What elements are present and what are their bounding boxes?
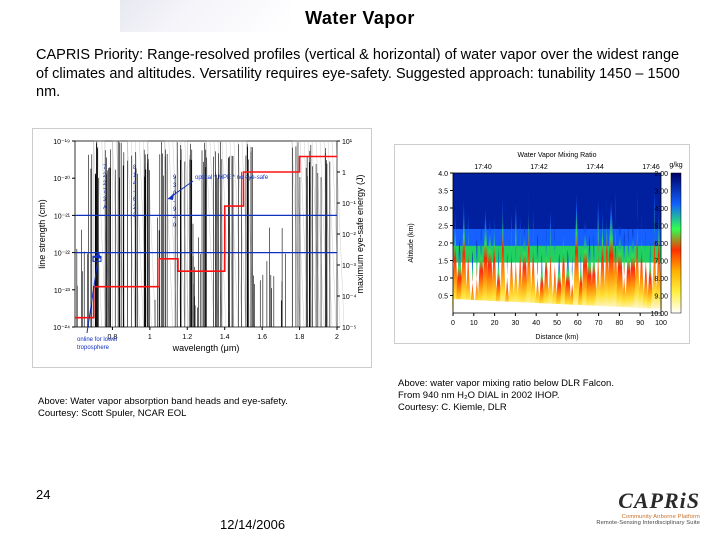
svg-text:Altitude (km): Altitude (km) — [408, 223, 415, 262]
figure-right-heatmap: Water Vapor Mixing Ratio 0 10 20 30 40 50 60 70 8… — [394, 144, 690, 344]
svg-text:optical * MPE * no eye-safe: optical * MPE * no eye-safe — [195, 175, 269, 181]
svg-text:20: 20 — [491, 320, 499, 327]
svg-text:maximum eye-safe energy (J): maximum eye-safe energy (J) — [355, 174, 365, 293]
svg-text:10⁻²⁴: 10⁻²⁴ — [53, 325, 70, 332]
heatmap-plot-svg: Water Vapor Mixing Ratio 0 10 20 30 40 50 60 70 8… — [395, 145, 691, 345]
svg-text:17:46: 17:46 — [642, 164, 660, 171]
svg-text:2: 2 — [335, 334, 339, 341]
svg-text:1.2: 1.2 — [182, 334, 192, 341]
capris-logo: CAPRiS Community Airborne Platform Remot… — [596, 488, 700, 526]
svg-text:online for lower: online for lower — [77, 337, 118, 343]
svg-text:2.5: 2.5 — [438, 224, 448, 231]
svg-text:3.0: 3.0 — [438, 206, 448, 213]
svg-text:troposphere: troposphere — [77, 345, 110, 351]
svg-text:A: A — [103, 205, 107, 211]
logo-wordmark: CAPRiS — [596, 488, 700, 514]
svg-text:60: 60 — [574, 320, 582, 327]
svg-text:2.00: 2.00 — [654, 171, 668, 178]
svg-text:100: 100 — [655, 320, 667, 327]
svg-text:10⁻²⁰: 10⁻²⁰ — [53, 175, 70, 183]
svg-text:1: 1 — [148, 334, 152, 341]
figure-left-spectrum: 0.811.21.41.61.82wavelength (μm)10⁻²⁴10⁻… — [32, 128, 372, 368]
svg-text:Distance (km): Distance (km) — [535, 334, 578, 341]
svg-text:10⁻⁵: 10⁻⁵ — [342, 325, 356, 332]
svg-text:4.0: 4.0 — [438, 171, 448, 178]
svg-text:1.4: 1.4 — [220, 334, 230, 341]
svg-text:80: 80 — [616, 320, 624, 327]
svg-text:6.00: 6.00 — [654, 241, 668, 248]
svg-text:10: 10 — [470, 320, 478, 327]
svg-text:0.5: 0.5 — [438, 294, 448, 301]
svg-text:line strength (cm): line strength (cm) — [37, 199, 47, 269]
svg-text:10¹: 10¹ — [342, 139, 353, 146]
svg-text:10⁻²²: 10⁻²² — [54, 251, 71, 258]
svg-text:50: 50 — [553, 320, 561, 327]
svg-text:1.6: 1.6 — [257, 334, 267, 341]
caption-right-text: Above: water vapor mixing ratio below DL… — [398, 378, 614, 413]
svg-text:10⁻²¹: 10⁻²¹ — [54, 213, 71, 220]
caption-right: Above: water vapor mixing ratio below DL… — [398, 378, 694, 414]
svg-text:10⁻²³: 10⁻²³ — [54, 288, 71, 295]
svg-text:Water Vapor Mixing Ratio: Water Vapor Mixing Ratio — [518, 152, 597, 159]
slide-date: 12/14/2006 — [220, 517, 285, 532]
svg-text:2.0: 2.0 — [438, 241, 448, 248]
svg-text:90: 90 — [636, 320, 644, 327]
logo-sub-b: Remote-Sensing Interdisciplinary Suite — [596, 520, 700, 526]
svg-text:4.00: 4.00 — [654, 206, 668, 213]
svg-text:8.00: 8.00 — [654, 276, 668, 283]
svg-text:30: 30 — [512, 320, 520, 327]
svg-text:g/kg: g/kg — [669, 162, 682, 169]
svg-text:10⁻¹⁹: 10⁻¹⁹ — [53, 139, 70, 146]
logo-subtitle: Community Airborne Platform Remote-Sensi… — [596, 514, 700, 526]
svg-text:-: - — [173, 199, 175, 205]
logo-text: CAPRiS — [618, 488, 700, 513]
caption-left: Above: Water vapor absorption band heads… — [38, 396, 358, 420]
svg-text:6: 6 — [133, 197, 137, 203]
svg-text:17:42: 17:42 — [530, 164, 548, 171]
svg-text:9.00: 9.00 — [654, 294, 668, 301]
svg-text:9: 9 — [173, 175, 177, 181]
svg-text:40: 40 — [532, 320, 540, 327]
svg-text:4: 4 — [133, 181, 137, 187]
svg-text:1.5: 1.5 — [438, 259, 448, 266]
svg-text:1: 1 — [342, 170, 346, 177]
svg-text:3.5: 3.5 — [438, 189, 448, 196]
svg-text:9: 9 — [173, 207, 177, 213]
svg-text:7.00: 7.00 — [654, 259, 668, 266]
svg-text:0: 0 — [451, 320, 455, 327]
svg-text:2: 2 — [133, 205, 137, 211]
page-number: 24 — [36, 487, 50, 502]
svg-text:17:40: 17:40 — [474, 164, 492, 171]
svg-text:70: 70 — [595, 320, 603, 327]
svg-text:10⁻⁴: 10⁻⁴ — [342, 294, 357, 301]
svg-text:1: 1 — [133, 173, 137, 179]
svg-text:17:44: 17:44 — [586, 164, 604, 171]
spectrum-plot-svg: 0.811.21.41.61.82wavelength (μm)10⁻²⁴10⁻… — [33, 129, 373, 369]
svg-text:-: - — [133, 189, 135, 195]
svg-text:1.8: 1.8 — [295, 334, 305, 341]
svg-text:10.00: 10.00 — [650, 311, 668, 318]
svg-text:3: 3 — [173, 183, 177, 189]
svg-text:1.0: 1.0 — [438, 276, 448, 283]
caption-left-line1: Above: Water vapor absorption band heads… — [38, 396, 288, 419]
svg-text:wavelength (μm): wavelength (μm) — [172, 343, 240, 353]
svg-text:5.00: 5.00 — [654, 224, 668, 231]
slide-title: Water Vapor — [0, 8, 720, 29]
svg-text:3.00: 3.00 — [654, 189, 668, 196]
body-paragraph: CAPRIS Priority: Range-resolved profiles… — [36, 46, 686, 102]
